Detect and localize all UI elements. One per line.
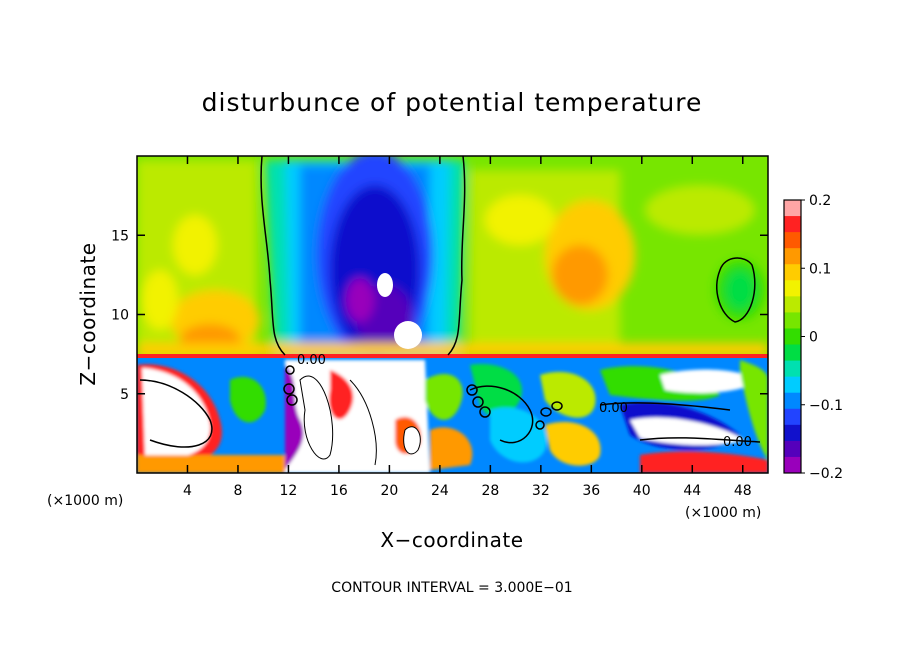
x-tick-label: 32	[532, 483, 550, 499]
colorbar-tick-label: 0	[809, 330, 818, 346]
colorbar-swatch	[784, 456, 801, 474]
colorbar-swatch	[784, 408, 801, 426]
x-tick-label: 8	[233, 483, 242, 499]
x-tick-label: 48	[734, 483, 752, 499]
x-unit-right: (×1000 m)	[685, 505, 761, 521]
x-tick-label: 24	[431, 483, 449, 499]
x-tick-label: 44	[683, 483, 701, 499]
y-axis-label: Z−coordinate	[76, 242, 100, 385]
y-tick-label: 15	[111, 228, 129, 244]
colorbar-swatch	[784, 424, 801, 442]
colorbar-tick-label: 0.1	[809, 261, 831, 277]
x-tick-label: 12	[280, 483, 298, 499]
x-tick-label: 16	[330, 483, 348, 499]
colorbar-swatch	[784, 328, 801, 346]
contour-lines	[139, 156, 761, 448]
x-tick-label: 40	[633, 483, 651, 499]
colorbar-swatch	[784, 440, 801, 458]
colorbar-swatch	[784, 344, 801, 362]
y-axis-ticks: 5 10 15	[111, 228, 768, 403]
contour-interval-note: CONTOUR INTERVAL = 3.000E−01	[331, 580, 572, 596]
heatmap-field	[137, 156, 768, 473]
colorbar-swatch	[784, 248, 801, 265]
chart-title: disturbunce of potential temperature	[202, 88, 703, 117]
colorbar-swatch	[784, 392, 801, 410]
y-tick-label: 5	[120, 387, 129, 403]
colorbar-tick-label: 0.2	[809, 193, 831, 209]
x-tick-label: 36	[582, 483, 600, 499]
colorbar-swatch	[784, 232, 801, 249]
colorbar-tick-label: −0.2	[809, 466, 843, 482]
contour-label: 0.00	[297, 353, 326, 368]
colorbar-swatch	[784, 312, 801, 329]
colorbar-swatch	[784, 264, 801, 281]
colorbar-tick-label: −0.1	[809, 398, 843, 414]
colorbar-swatch	[784, 360, 801, 378]
contour-labels: 0.00 0.00 0.00	[297, 353, 752, 450]
x-tick-label: 28	[481, 483, 499, 499]
colorbar-swatch	[784, 376, 801, 394]
x-axis-label: X−coordinate	[380, 528, 523, 552]
x-tick-label: 20	[380, 483, 398, 499]
colorbar: 0.2 0.1 0 −0.1 −0.2	[783, 193, 843, 482]
x-tick-label: 4	[183, 483, 192, 499]
contour-label: 0.00	[599, 401, 628, 416]
colorbar-swatch	[784, 216, 801, 233]
colorbar-swatch	[784, 296, 801, 313]
x-unit-left: (×1000 m)	[47, 493, 123, 509]
y-tick-label: 10	[111, 308, 129, 324]
colorbar-swatch	[784, 280, 801, 297]
contour-label: 0.00	[723, 435, 752, 450]
x-axis-ticks: 4 8 12 16 20 24 28 32 36 40 44 48	[183, 156, 752, 499]
colorbar-swatch	[784, 200, 801, 217]
